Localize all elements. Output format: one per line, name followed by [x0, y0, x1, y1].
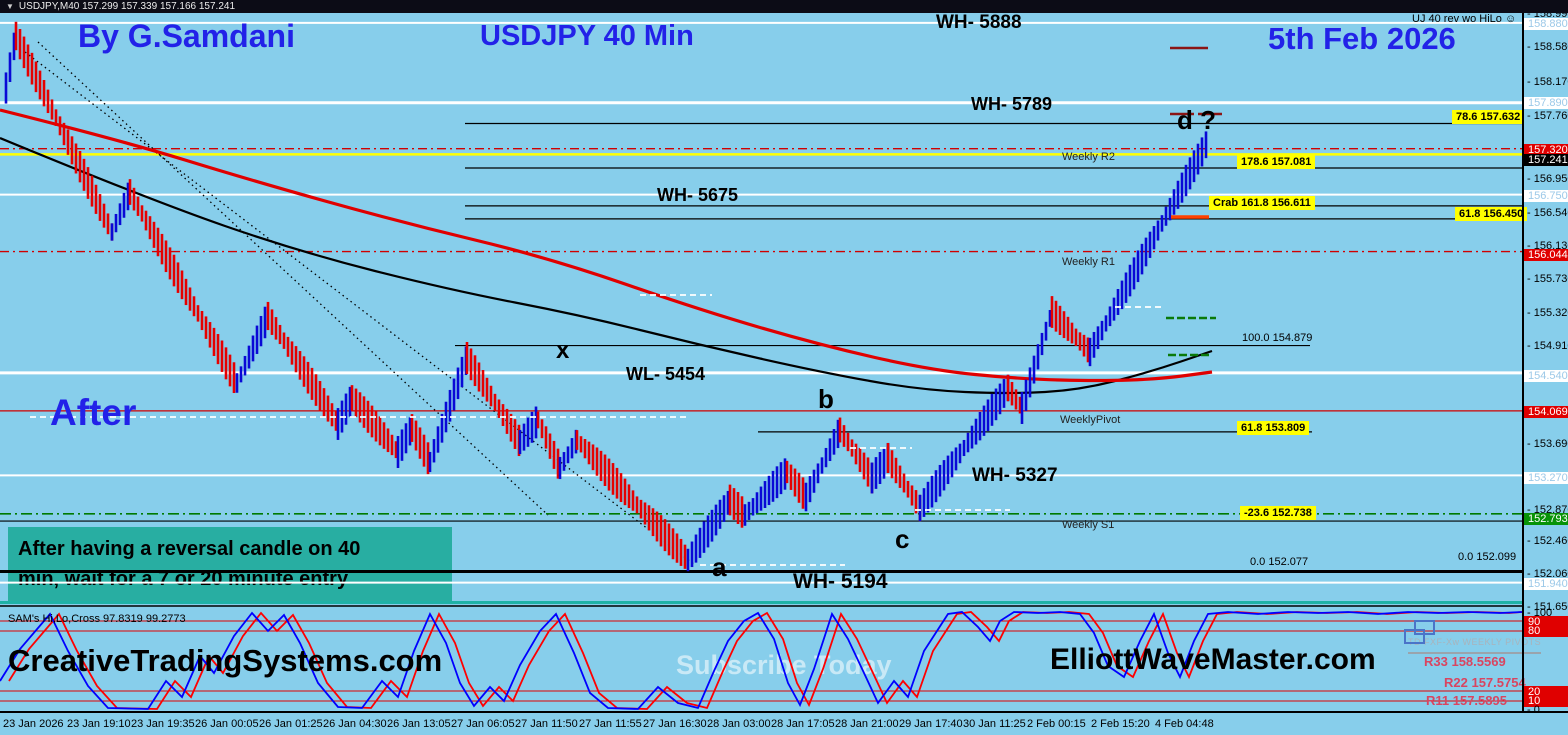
price-tick: 0 — [1527, 704, 1540, 716]
red-moving-average — [0, 108, 1213, 383]
fib-1786-label: 178.6 157.081 — [1237, 155, 1316, 169]
wl-5454-label: WL- 5454 — [626, 364, 706, 384]
template-name-text: UJ 40 rev wo HiLo — [1412, 13, 1502, 25]
time-label: 27 Jan 11:50 — [515, 718, 578, 730]
price-tick: 157.320 — [1524, 144, 1568, 156]
pivot-r1-label: R11 157.5895 — [1426, 693, 1507, 708]
weekly-r2-label: Weekly R2 — [1062, 151, 1115, 163]
fib-1000-label: 100.0 154.879 — [1242, 332, 1313, 344]
wave-a-label: a — [712, 552, 727, 582]
time-label: 28 Jan 21:00 — [835, 718, 899, 730]
price-tick: 80 — [1524, 625, 1568, 637]
time-label: 23 Jan 19:10 — [67, 718, 131, 730]
oscillator-blue-line — [0, 611, 1522, 710]
price-tick: 158.580 — [1527, 41, 1568, 53]
chart-titlebar: ▼ USDJPY,M40 157.299 157.339 157.166 157.… — [0, 0, 1568, 13]
price-tick: 152.460 — [1527, 535, 1568, 547]
price-tick: 153.690 — [1527, 438, 1568, 450]
right-watermark: ElliottWaveMaster.com — [1050, 643, 1376, 676]
price-tick: 157.241 — [1524, 154, 1568, 166]
price-tick: 154.540 — [1524, 370, 1568, 382]
pivot-r3-label: R33 158.5569 — [1424, 654, 1506, 669]
dotted-trendline — [24, 51, 696, 566]
price-tick: 155.730 — [1527, 273, 1568, 285]
time-label: 29 Jan 17:40 — [899, 718, 963, 730]
weekly-s1-label: Weekly S1 — [1062, 519, 1115, 531]
time-label: 26 Jan 00:05 — [195, 718, 259, 730]
price-tick: 153.270 — [1524, 472, 1568, 484]
wh-5789-label: WH- 5789 — [971, 94, 1053, 114]
dotted-trendline — [37, 41, 549, 516]
chart-drawing-surface[interactable] — [0, 13, 1522, 712]
weekly-pivots-watermark: TD FXF-Xw WEEKLY PIVOTS — [1408, 637, 1542, 654]
price-tick: 155.320 — [1527, 307, 1568, 319]
price-tick: 154.069 — [1524, 406, 1568, 418]
time-label: 2 Feb 00:15 — [1027, 718, 1086, 730]
chart-dropdown-icon[interactable]: ▼ — [6, 2, 14, 11]
note-line-1: After having a reversal candle on 40 — [18, 538, 361, 560]
weekly-pivot-label: WeeklyPivot — [1060, 414, 1121, 426]
chart-canvas[interactable]: After having a reversal candle on 40 min… — [0, 12, 1542, 712]
time-label: 26 Jan 01:25 — [259, 718, 323, 730]
left-watermark: CreativeTradingSystems.com — [8, 643, 443, 678]
fib-618-dn-label: 61.8 153.809 — [1237, 421, 1310, 435]
price-tick: 156.540 — [1527, 207, 1568, 219]
price-tick: 156.950 — [1527, 173, 1568, 185]
author-label: By G.Samdani — [78, 18, 295, 54]
object-icon-2 — [1404, 629, 1425, 644]
price-tick: 152.060 — [1527, 568, 1568, 580]
wave-b-label: b — [818, 384, 834, 414]
fib-236-label: -23.6 152.738 — [1240, 506, 1316, 520]
date-label: 5th Feb 2026 — [1268, 21, 1456, 56]
weekly-r1-label: Weekly R1 — [1062, 256, 1115, 268]
note-line-2: min, wait for a 7 or 20 minute entry — [18, 568, 349, 590]
wh-5194-label: WH- 5194 — [793, 570, 888, 593]
note-annotation-box: After having a reversal candle on 40 min… — [8, 527, 452, 601]
time-label: 4 Feb 04:48 — [1155, 718, 1214, 730]
wh-5888-label: WH- 5888 — [936, 12, 1022, 33]
indicator-name-label: SAM's Hi,Lo,Cross 97.8319 99.2773 — [8, 613, 186, 625]
time-label: 30 Jan 11:25 — [963, 718, 1026, 730]
time-label: 26 Jan 04:30 — [323, 718, 387, 730]
time-label: 27 Jan 16:30 — [643, 718, 707, 730]
price-tick: 151.940 — [1524, 578, 1568, 590]
time-label: 26 Jan 13:05 — [387, 718, 451, 730]
price-axis[interactable]: 158.990158.880158.580158.170157.890157.7… — [1522, 8, 1568, 735]
price-tick: 154.910 — [1527, 340, 1568, 352]
chart-title-label: USDJPY 40 Min — [480, 20, 694, 52]
pivot-r2-label: R22 157.5754 — [1444, 675, 1526, 690]
fib-786-label: 78.6 157.632 — [1452, 110, 1525, 124]
wh-5327-label: WH- 5327 — [972, 465, 1058, 486]
fib-crab-label: Crab 161.8 156.611 — [1209, 196, 1315, 210]
smiley-icon: ☺ — [1504, 13, 1517, 25]
price-tick: 156.044 — [1524, 249, 1568, 261]
fib-618-up-label: 61.8 156.450 — [1455, 207, 1528, 221]
time-label: 23 Jan 2026 — [3, 718, 64, 730]
time-axis[interactable]: 23 Jan 2026 23 Jan 19:10 23 Jan 19:35 26 Ja… — [0, 711, 1568, 735]
wave-d-label: d ? — [1177, 105, 1216, 135]
price-tick: 156.750 — [1524, 190, 1568, 202]
fib-00a-label: 0.0 152.077 — [1250, 556, 1309, 568]
time-label: 28 Jan 17:05 — [771, 718, 835, 730]
price-tick: 152.793 — [1524, 513, 1568, 525]
price-tick: 158.170 — [1527, 76, 1568, 88]
price-tick: 157.890 — [1524, 97, 1568, 109]
black-moving-average — [0, 136, 1213, 395]
panel-separator — [0, 601, 1522, 604]
wave-c-label: c — [895, 524, 910, 554]
price-tick: 157.760 — [1527, 110, 1568, 122]
wave-x-label: x — [556, 337, 570, 364]
time-label: 28 Jan 03:00 — [707, 718, 771, 730]
time-label: 27 Jan 06:05 — [451, 718, 515, 730]
price-tick: 158.880 — [1524, 18, 1568, 30]
wh-5675-label: WH- 5675 — [657, 185, 739, 205]
time-label: 23 Jan 19:35 — [131, 718, 195, 730]
symbol-ohlc-info: USDJPY,M40 157.299 157.339 157.166 157.2… — [18, 1, 236, 12]
after-label: After — [50, 392, 137, 433]
time-label: 27 Jan 11:55 — [579, 718, 642, 730]
time-label: 2 Feb 15:20 — [1091, 718, 1150, 730]
template-name-label: UJ 40 rev wo HiLo ☺ — [1412, 13, 1516, 25]
fib-00b-label: 0.0 152.099 — [1458, 551, 1517, 563]
